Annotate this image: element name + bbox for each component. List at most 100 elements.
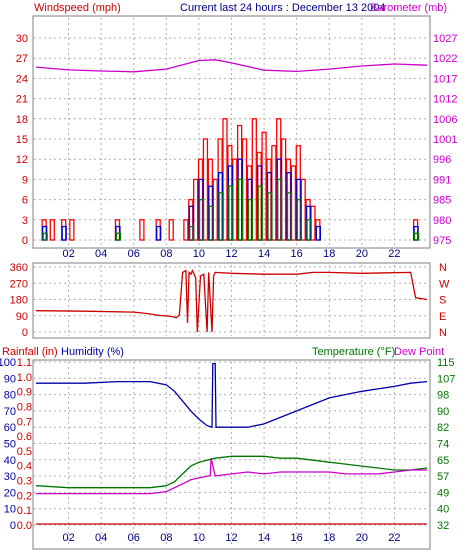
humidity-tick-label: 100	[0, 357, 16, 369]
temperature-tick-label: 32	[437, 520, 449, 532]
windspeed-tick-label: 0	[22, 235, 28, 247]
direction-panel-frame	[32, 262, 431, 339]
windspeed-bar	[296, 198, 302, 241]
temperature-tick-label: 98	[437, 390, 449, 402]
compass-label: S	[439, 295, 446, 307]
compass-label: N	[439, 327, 447, 339]
direction-panel-grid	[34, 265, 429, 336]
humidity-line	[36, 362, 428, 429]
windspeed-bar	[277, 178, 283, 241]
windspeed-tick-label: 3	[22, 215, 28, 227]
direction-tick-label: 0	[22, 327, 28, 339]
barometer-tick-label: 1017	[433, 73, 457, 85]
rainfall-tick-label: 0.7	[17, 416, 32, 428]
x-tick-label: 20	[356, 248, 368, 260]
windspeed-bar	[306, 219, 312, 241]
rainfall-y-ticks: 0.0 0.1 0.2 0.3 0.4 0.5 0.6 0.7 0.8 0.9 1.0 1.1	[17, 357, 32, 532]
windspeed-bar	[413, 232, 420, 241]
temperature-line	[35, 455, 428, 489]
windspeed-bar	[49, 219, 55, 241]
humidity-tick-label: 90	[4, 373, 16, 385]
windspeed-bars	[41, 118, 420, 241]
temperature-tick-label: 49	[437, 487, 449, 499]
temperature-axis-label: Temperature (°F)	[312, 346, 395, 358]
rainfall-tick-label: 0.6	[17, 431, 32, 443]
direction-tick-label: 90	[16, 311, 28, 323]
barometer-tick-label: 975	[433, 235, 451, 247]
windspeed-bar	[198, 198, 205, 241]
windspeed-tick-label: 9	[22, 174, 28, 186]
chart-title: Current last 24 hours : December 13 2004	[180, 2, 385, 14]
windspeed-tick-label: 21	[16, 94, 28, 106]
windspeed-bar	[156, 225, 162, 241]
humidity-tick-label: 60	[4, 422, 16, 434]
wind-panel-frame	[32, 15, 431, 249]
rainfall-tick-label: 0.8	[17, 401, 32, 413]
barometer-tick-label: 1001	[433, 134, 457, 146]
windspeed-bar	[61, 225, 67, 241]
windspeed-bar	[139, 219, 145, 241]
humidity-tick-label: 40	[4, 455, 16, 467]
windspeed-y-ticks: 0 3 6 9 12 15 18 21 24 27 30	[16, 33, 28, 247]
barometer-tick-label: 1027	[433, 33, 457, 45]
climate-lines-group	[35, 362, 428, 525]
barometer-tick-label: 1012	[433, 94, 457, 106]
humidity-tick-label: 80	[4, 390, 16, 402]
windspeed-bar	[247, 198, 254, 241]
x-tick-label: 14	[258, 248, 270, 260]
windspeed-tick-label: 15	[16, 134, 28, 146]
dewpoint-line	[36, 458, 427, 495]
temperature-tick-label: 90	[437, 406, 449, 418]
windspeed-bar	[42, 232, 48, 241]
windspeed-tick-label: 12	[16, 154, 28, 166]
barometer-tick-label: 980	[433, 215, 451, 227]
barometer-tick-label: 1006	[433, 114, 457, 126]
windspeed-bar	[228, 185, 234, 241]
barometer-line	[35, 59, 428, 73]
windspeed-bar	[208, 205, 214, 241]
rainfall-tick-label: 1.0	[17, 372, 32, 384]
temperature-tick-label: 40	[437, 504, 449, 516]
compass-label: N	[439, 262, 447, 274]
temperature-tick-label: 82	[437, 422, 449, 434]
windspeed-tick-label: 6	[22, 195, 28, 207]
temperature-tick-label: 74	[437, 439, 449, 451]
rainfall-tick-label: 1.1	[17, 357, 32, 369]
rainfall-tick-label: 0.9	[17, 387, 32, 399]
humidity-axis-label: Humidity (%)	[61, 346, 124, 358]
wind-direction-line	[35, 269, 428, 333]
windspeed-tick-label: 18	[16, 114, 28, 126]
windspeed-tick-label: 30	[16, 33, 28, 45]
rainfall-axis-label: Rainfall (in)	[2, 346, 58, 358]
humidity-tick-label: 0	[10, 520, 16, 532]
windspeed-bar	[189, 225, 195, 241]
rainfall-tick-label: 0.3	[17, 476, 32, 488]
barometer-tick-label: 985	[433, 195, 451, 207]
rainfall-tick-label: 0.5	[17, 446, 32, 458]
windspeed-bar	[315, 225, 321, 241]
climate-panel-frame	[32, 359, 431, 550]
direction-tick-label: 270	[10, 278, 28, 290]
humidity-tick-label: 50	[4, 439, 16, 451]
temperature-y-ticks: 32 40 49 57 65 74 82 90 98 107 115	[437, 357, 455, 532]
x-tick-label: 12	[225, 248, 237, 260]
windspeed-bar	[257, 185, 263, 241]
humidity-tick-label: 20	[4, 487, 16, 499]
humidity-tick-label: 30	[4, 471, 16, 483]
barometer-y-ticks: 975 980 985 991 996 1001 1006 1012 1017 1022 1027	[433, 33, 457, 247]
windspeed-bar	[218, 192, 224, 241]
windspeed-bar	[168, 219, 174, 241]
humidity-tick-label: 70	[4, 406, 16, 418]
rainfall-tick-label: 0.4	[17, 461, 32, 473]
windspeed-bar	[237, 178, 244, 241]
humidity-y-ticks: 0 10 20 30 40 50 60 70 80 90 100	[0, 357, 16, 532]
barometer-line-group	[35, 59, 428, 73]
x-tick-label: 10	[193, 248, 205, 260]
x-tick-label: 18	[323, 248, 335, 260]
humidity-tick-label: 10	[4, 504, 16, 516]
x-tick-label: 02	[62, 248, 74, 260]
windspeed-bar	[286, 192, 293, 241]
barometer-tick-label: 996	[433, 154, 451, 166]
